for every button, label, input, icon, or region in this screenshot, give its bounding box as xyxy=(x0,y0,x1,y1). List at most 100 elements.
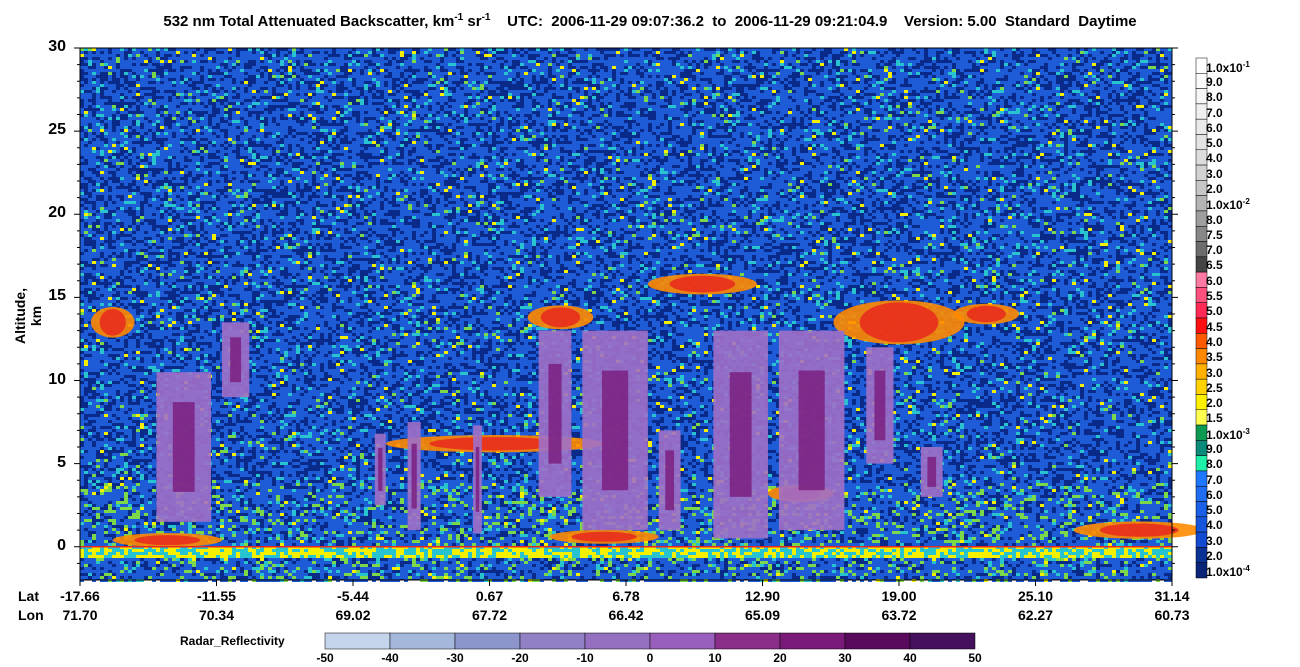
backscatter-pixel xyxy=(236,447,240,450)
backscatter-pixel xyxy=(128,360,132,363)
backscatter-pixel xyxy=(156,192,160,195)
backscatter-pixel xyxy=(104,81,108,84)
backscatter-pixel xyxy=(100,375,104,378)
backscatter-pixel xyxy=(184,360,188,363)
backscatter-pixel xyxy=(84,147,88,150)
backscatter-pixel xyxy=(96,78,100,81)
backscatter-pixel xyxy=(216,54,220,57)
backscatter-pixel xyxy=(224,165,228,168)
backscatter-pixel xyxy=(164,240,168,243)
backscatter-pixel xyxy=(140,480,144,483)
backscatter-pixel xyxy=(116,264,120,267)
backscatter-pixel xyxy=(128,492,132,495)
backscatter-pixel xyxy=(208,570,212,573)
backscatter-pixel xyxy=(108,126,112,129)
backscatter-pixel xyxy=(216,258,220,261)
backscatter-pixel xyxy=(124,519,128,522)
backscatter-pixel xyxy=(212,393,216,396)
backscatter-pixel xyxy=(136,360,140,363)
backscatter-pixel xyxy=(240,573,244,576)
backscatter-pixel xyxy=(220,210,224,213)
backscatter-pixel xyxy=(240,552,244,555)
backscatter-pixel xyxy=(80,108,84,111)
backscatter-pixel xyxy=(164,369,168,372)
backscatter-pixel xyxy=(116,147,120,150)
backscatter-pixel xyxy=(120,351,124,354)
backscatter-pixel xyxy=(168,318,172,321)
backscatter-pixel xyxy=(220,474,224,477)
backscatter-pixel xyxy=(116,375,120,378)
backscatter-pixel xyxy=(84,330,88,333)
backscatter-pixel xyxy=(160,177,164,180)
backscatter-pixel xyxy=(144,450,148,453)
backscatter-pixel xyxy=(120,384,124,387)
backscatter-pixel xyxy=(92,339,96,342)
backscatter-pixel xyxy=(80,48,84,51)
backscatter-pixel xyxy=(164,252,168,255)
backscatter-pixel xyxy=(156,552,160,555)
backscatter-pixel xyxy=(144,510,148,513)
backscatter-pixel xyxy=(80,336,84,339)
backscatter-pixel xyxy=(240,120,244,123)
backscatter-pixel xyxy=(124,534,128,537)
backscatter-pixel xyxy=(192,552,196,555)
backscatter-pixel xyxy=(124,165,128,168)
backscatter-pixel xyxy=(172,228,176,231)
backscatter-pixel xyxy=(180,336,184,339)
backscatter-pixel xyxy=(116,108,120,111)
backscatter-pixel xyxy=(88,543,92,546)
backscatter-pixel xyxy=(148,186,152,189)
backscatter-pixel xyxy=(232,189,236,192)
backscatter-pixel xyxy=(220,75,224,78)
backscatter-pixel xyxy=(148,111,152,114)
backscatter-pixel xyxy=(140,513,144,516)
backscatter-pixel xyxy=(240,279,244,282)
backscatter-pixel xyxy=(212,234,216,237)
backscatter-pixel xyxy=(108,219,112,222)
backscatter-pixel xyxy=(152,204,156,207)
backscatter-pixel xyxy=(140,438,144,441)
backscatter-pixel xyxy=(120,210,124,213)
backscatter-pixel xyxy=(80,66,84,69)
backscatter-pixel xyxy=(184,105,188,108)
backscatter-pixel xyxy=(216,297,220,300)
backscatter-pixel xyxy=(204,522,208,525)
backscatter-pixel xyxy=(192,282,196,285)
backscatter-pixel xyxy=(144,435,148,438)
backscatter-pixel xyxy=(80,549,84,552)
backscatter-pixel xyxy=(124,363,128,366)
backscatter-pixel xyxy=(100,69,104,72)
backscatter-pixel xyxy=(168,93,172,96)
backscatter-pixel xyxy=(140,483,144,486)
backscatter-pixel xyxy=(224,432,228,435)
backscatter-pixel xyxy=(160,366,164,369)
backscatter-pixel xyxy=(112,576,116,579)
backscatter-pixel xyxy=(80,372,84,375)
backscatter-pixel xyxy=(92,474,96,477)
backscatter-pixel xyxy=(132,315,136,318)
backscatter-pixel xyxy=(148,234,152,237)
backscatter-pixel xyxy=(192,168,196,171)
backscatter-pixel xyxy=(100,441,104,444)
backscatter-pixel xyxy=(112,441,116,444)
backscatter-pixel xyxy=(156,300,160,303)
backscatter-pixel xyxy=(140,120,144,123)
backscatter-pixel xyxy=(232,486,236,489)
backscatter-pixel xyxy=(176,132,180,135)
backscatter-pixel xyxy=(88,138,92,141)
backscatter-pixel xyxy=(108,129,112,132)
backscatter-pixel xyxy=(180,357,184,360)
backscatter-pixel xyxy=(160,48,164,51)
backscatter-pixel xyxy=(160,102,164,105)
backscatter-pixel xyxy=(208,366,212,369)
backscatter-pixel xyxy=(228,525,232,528)
backscatter-pixel xyxy=(96,252,100,255)
backscatter-pixel xyxy=(156,231,160,234)
backscatter-pixel xyxy=(108,261,112,264)
backscatter-pixel xyxy=(216,177,220,180)
backscatter-pixel xyxy=(116,93,120,96)
backscatter-pixel xyxy=(212,159,216,162)
backscatter-pixel xyxy=(168,129,172,132)
backscatter-pixel xyxy=(240,69,244,72)
backscatter-pixel xyxy=(136,84,140,87)
